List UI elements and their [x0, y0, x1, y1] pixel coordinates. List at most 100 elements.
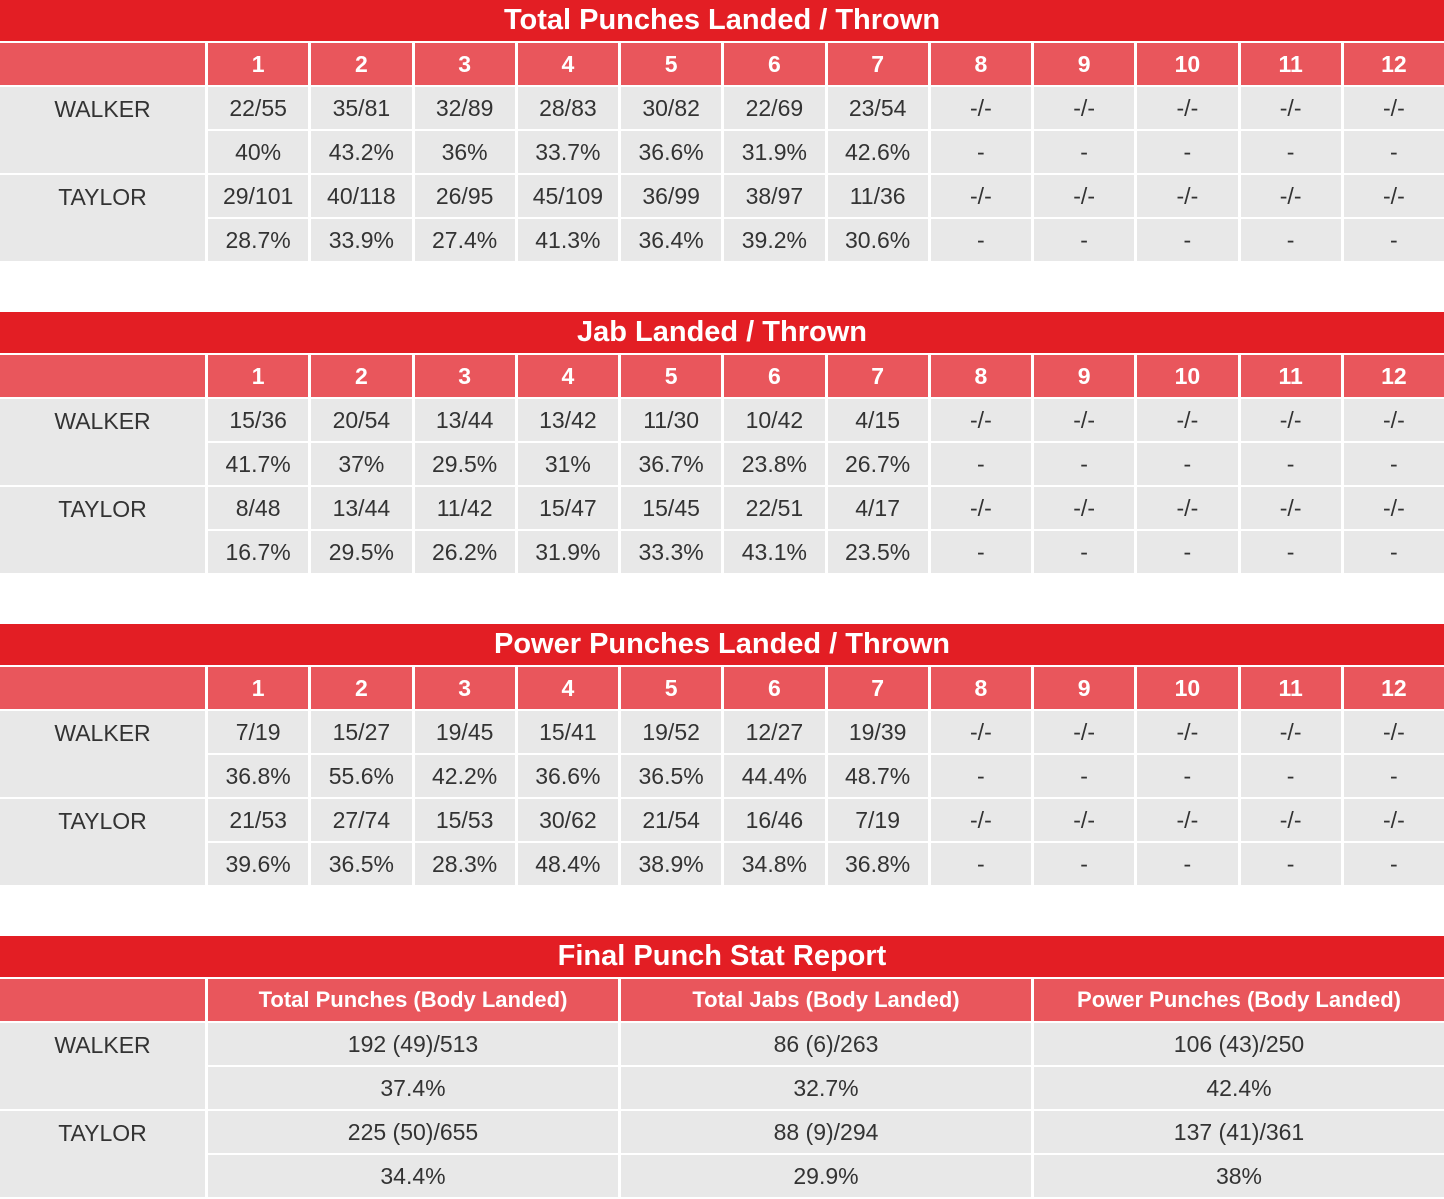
- landed-thrown-cell: 16/46: [721, 799, 825, 843]
- round-header: 11: [1237, 355, 1341, 399]
- round-header: 11: [1237, 43, 1341, 87]
- round-header: 5: [618, 355, 722, 399]
- round-header: 3: [411, 667, 515, 711]
- final-report-title: Final Punch Stat Report: [0, 936, 1444, 977]
- landed-thrown-cell: -/-: [1237, 175, 1341, 219]
- percentage-cell: -: [1134, 443, 1238, 487]
- percentage-cell: 31%: [514, 443, 618, 487]
- fighter-pct-row: 41.7% 37% 29.5% 31% 36.7% 23.8% 26.7% - - - - -: [0, 443, 1444, 487]
- percentage-cell: 36.8%: [205, 755, 309, 799]
- header-corner: [0, 979, 205, 1023]
- percentage-cell: 23.5%: [824, 531, 928, 575]
- round-header: 4: [514, 355, 618, 399]
- percentage-cell: 29.5%: [308, 531, 412, 575]
- landed-thrown-cell: 21/54: [618, 799, 722, 843]
- round-header: 1: [205, 355, 309, 399]
- fighter-name: TAYLOR: [0, 1111, 205, 1155]
- percentage-cell: -: [1237, 755, 1341, 799]
- percentage-cell: -: [1340, 219, 1444, 263]
- percentage-cell: 34.8%: [721, 843, 825, 887]
- percentage-cell: 40%: [205, 131, 309, 175]
- landed-thrown-cell: -/-: [1134, 175, 1238, 219]
- round-header: 11: [1237, 667, 1341, 711]
- fighter-name-spacer: [0, 531, 205, 575]
- landed-thrown-cell: -/-: [927, 799, 1031, 843]
- percentage-cell: 36.6%: [514, 755, 618, 799]
- landed-thrown-cell: 28/83: [514, 87, 618, 131]
- percentage-cell: -: [1237, 219, 1341, 263]
- percentage-cell: 31.9%: [721, 131, 825, 175]
- percentage-cell: 38%: [1031, 1155, 1444, 1199]
- percentage-cell: 36.4%: [618, 219, 722, 263]
- percentage-cell: 41.7%: [205, 443, 309, 487]
- percentage-cell: -: [1340, 843, 1444, 887]
- round-header: 12: [1340, 43, 1444, 87]
- landed-thrown-cell: -/-: [1237, 87, 1341, 131]
- landed-thrown-cell: 26/95: [411, 175, 515, 219]
- landed-thrown-cell: -/-: [1237, 399, 1341, 443]
- total-landed-cell: 88 (9)/294: [618, 1111, 1031, 1155]
- percentage-cell: 36%: [411, 131, 515, 175]
- landed-thrown-cell: 23/54: [824, 87, 928, 131]
- landed-thrown-cell: 22/55: [205, 87, 309, 131]
- landed-thrown-cell: -/-: [1340, 175, 1444, 219]
- fighter-name-spacer: [0, 219, 205, 263]
- percentage-cell: 26.2%: [411, 531, 515, 575]
- landed-thrown-cell: 30/62: [514, 799, 618, 843]
- header-corner: [0, 43, 205, 87]
- landed-thrown-cell: 7/19: [824, 799, 928, 843]
- percentage-cell: 41.3%: [514, 219, 618, 263]
- round-header: 10: [1134, 355, 1238, 399]
- percentage-cell: 26.7%: [824, 443, 928, 487]
- percentage-cell: 36.8%: [824, 843, 928, 887]
- landed-thrown-cell: -/-: [1031, 175, 1135, 219]
- percentage-cell: 16.7%: [205, 531, 309, 575]
- percentage-cell: 38.9%: [618, 843, 722, 887]
- percentage-cell: 36.7%: [618, 443, 722, 487]
- percentage-cell: -: [1134, 531, 1238, 575]
- percentage-cell: -: [927, 531, 1031, 575]
- percentage-cell: -: [1340, 755, 1444, 799]
- round-header: 12: [1340, 667, 1444, 711]
- fighter-name-spacer: [0, 755, 205, 799]
- landed-thrown-cell: 27/74: [308, 799, 412, 843]
- percentage-cell: -: [1237, 843, 1341, 887]
- fighter-landed-row: WALKER 192 (49)/513 86 (6)/263 106 (43)/250: [0, 1023, 1444, 1067]
- final-column-header: Total Punches (Body Landed): [205, 979, 618, 1023]
- fighter-name: TAYLOR: [0, 175, 205, 219]
- landed-thrown-cell: 15/47: [514, 487, 618, 531]
- landed-thrown-cell: -/-: [1340, 487, 1444, 531]
- percentage-cell: 36.5%: [618, 755, 722, 799]
- fighter-name-spacer: [0, 131, 205, 175]
- percentage-cell: 28.7%: [205, 219, 309, 263]
- final-report-section: Final Punch Stat Report Total Punches (Bo…: [0, 936, 1444, 1199]
- landed-thrown-cell: 15/45: [618, 487, 722, 531]
- round-header: 8: [927, 43, 1031, 87]
- round-header: 9: [1031, 43, 1135, 87]
- fighter-name-spacer: [0, 843, 205, 887]
- landed-thrown-cell: 38/97: [721, 175, 825, 219]
- fighter-name-spacer: [0, 1155, 205, 1199]
- round-header: 4: [514, 667, 618, 711]
- percentage-cell: 31.9%: [514, 531, 618, 575]
- fighter-name-spacer: [0, 1067, 205, 1111]
- round-header: 3: [411, 43, 515, 87]
- percentage-cell: -: [1031, 131, 1135, 175]
- percentage-cell: 42.4%: [1031, 1067, 1444, 1111]
- round-header: 7: [824, 43, 928, 87]
- fighter-name: WALKER: [0, 87, 205, 131]
- fighter-name-spacer: [0, 443, 205, 487]
- round-header: 1: [205, 667, 309, 711]
- landed-thrown-cell: -/-: [1237, 799, 1341, 843]
- fighter-landed-row: TAYLOR 8/48 13/44 11/42 15/47 15/45 22/51 4/17-…: [0, 487, 1444, 531]
- landed-thrown-cell: 19/45: [411, 711, 515, 755]
- percentage-cell: 29.9%: [618, 1155, 1031, 1199]
- landed-thrown-cell: -/-: [1031, 711, 1135, 755]
- round-header: 2: [308, 355, 412, 399]
- round-header: 8: [927, 667, 1031, 711]
- fighter-pct-row: 16.7% 29.5% 26.2% 31.9% 33.3% 43.1% 23.5% - - - - -: [0, 531, 1444, 575]
- round-header: 2: [308, 667, 412, 711]
- landed-thrown-cell: 32/89: [411, 87, 515, 131]
- landed-thrown-cell: 4/17: [824, 487, 928, 531]
- round-header: 7: [824, 667, 928, 711]
